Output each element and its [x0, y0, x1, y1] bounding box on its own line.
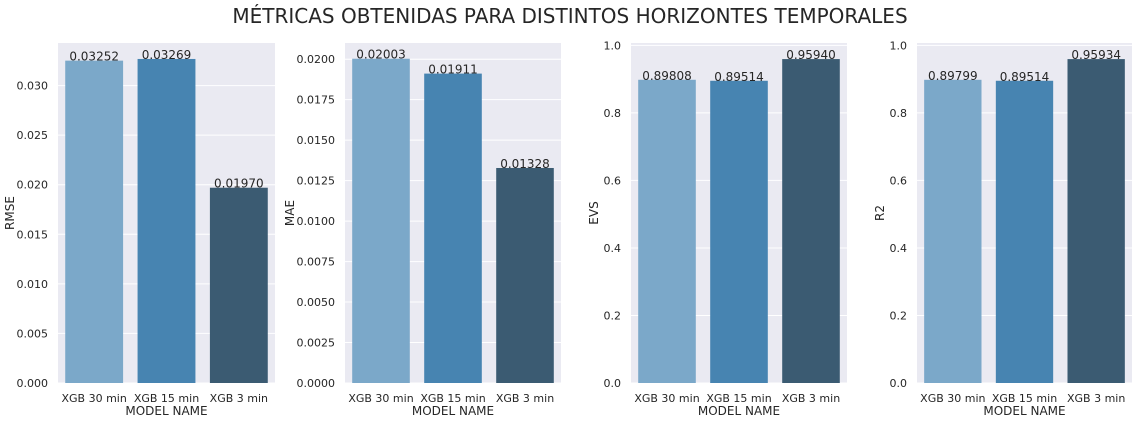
bar — [209, 187, 268, 383]
x-tick-label: XGB 15 min — [134, 392, 199, 405]
bar-value-label: 0.95934 — [1071, 48, 1121, 62]
x-axis-label: MODEL NAME — [412, 404, 494, 418]
y-tick-label: 0.0125 — [297, 175, 336, 188]
x-tick-label: XGB 15 min — [706, 392, 771, 405]
y-tick-label: 0.025 — [17, 129, 49, 142]
y-tick-label: 0.6 — [890, 174, 908, 187]
x-axis-label: MODEL NAME — [698, 404, 780, 418]
x-tick-label: XGB 30 min — [634, 392, 699, 405]
y-tick-label: 1.0 — [890, 39, 908, 52]
x-tick-label: XGB 30 min — [61, 392, 126, 405]
y-tick-label: 0.0200 — [297, 53, 336, 66]
x-tick-label: XGB 3 min — [210, 392, 268, 405]
y-tick-label: 0.8 — [604, 107, 622, 120]
y-tick-label: 0.0 — [890, 377, 908, 390]
y-tick-label: 0.030 — [17, 80, 49, 93]
bar — [638, 79, 696, 383]
bar-value-label: 0.89808 — [642, 69, 692, 83]
y-axis-label: EVS — [587, 201, 601, 224]
bar — [1067, 59, 1125, 383]
chart-panel-r2: 0.0 0.2 0.4 0.6 0.8 1.0 0.89799 XGB 30 min 0.895… — [873, 39, 1132, 418]
y-tick-label: 0.0025 — [297, 337, 336, 350]
chart-panel-evs: 0.0 0.2 0.4 0.6 0.8 1.0 0.89808 XGB 30 min 0.895… — [587, 39, 847, 418]
y-tick-label: 0.4 — [604, 242, 622, 255]
y-tick-label: 0.005 — [17, 327, 49, 340]
bar-value-label: 0.95940 — [786, 48, 836, 62]
bar-value-label: 0.03252 — [69, 50, 119, 64]
x-axis-label: MODEL NAME — [983, 404, 1065, 418]
bar — [782, 59, 840, 383]
y-axis-label: RMSE — [3, 196, 17, 230]
y-tick-label: 0.010 — [17, 278, 49, 291]
y-tick-label: 0.2 — [604, 309, 622, 322]
bar — [137, 58, 196, 384]
bar-value-label: 0.89514 — [1000, 70, 1050, 84]
y-tick-label: 0.0100 — [297, 215, 336, 228]
y-tick-label: 0.020 — [17, 179, 49, 192]
x-tick-label: XGB 3 min — [1067, 392, 1125, 405]
y-axis-label: MAE — [283, 200, 297, 226]
y-tick-label: 0.0150 — [297, 134, 336, 147]
y-tick-label: 0.4 — [890, 242, 908, 255]
bar — [710, 80, 768, 384]
y-tick-label: 0.8 — [890, 107, 908, 120]
x-tick-label: XGB 15 min — [992, 392, 1057, 405]
bar-value-label: 0.89514 — [714, 70, 764, 84]
bar-value-label: 0.01970 — [214, 177, 264, 191]
chart-panel-mae: 0.0000 0.0025 0.0050 0.0075 0.0100 0.0125 0.01… — [283, 43, 561, 418]
y-tick-label: 0.0075 — [297, 256, 336, 269]
y-tick-label: 0.015 — [17, 228, 49, 241]
y-tick-label: 0.000 — [17, 377, 49, 390]
bar — [424, 73, 482, 383]
x-tick-label: XGB 3 min — [782, 392, 840, 405]
figure-title: MÉTRICAS OBTENIDAS PARA DISTINTOS HORIZO… — [232, 4, 908, 28]
x-tick-label: XGB 30 min — [348, 392, 413, 405]
y-tick-label: 0.6 — [604, 174, 622, 187]
bar — [352, 58, 410, 383]
bar-value-label: 0.02003 — [356, 48, 406, 62]
bar — [496, 167, 554, 383]
chart-panel-rmse: 0.000 0.005 0.010 0.015 0.020 0.025 0.030 0.032… — [3, 43, 275, 418]
bar — [65, 60, 124, 383]
y-tick-label: 0.0 — [604, 377, 622, 390]
y-tick-label: 0.0050 — [297, 296, 336, 309]
y-axis-label: R2 — [873, 205, 887, 221]
bar-value-label: 0.89799 — [928, 69, 978, 83]
x-tick-label: XGB 30 min — [920, 392, 985, 405]
bar — [995, 80, 1054, 384]
y-tick-label: 0.0000 — [297, 377, 336, 390]
bar-value-label: 0.01911 — [428, 63, 478, 77]
x-axis-label: MODEL NAME — [125, 404, 207, 418]
y-tick-label: 0.0175 — [297, 94, 336, 107]
x-tick-label: XGB 15 min — [420, 392, 485, 405]
bar — [924, 79, 982, 384]
x-tick-label: XGB 3 min — [496, 392, 554, 405]
y-tick-label: 0.2 — [890, 309, 908, 322]
bar-value-label: 0.01328 — [500, 157, 550, 171]
y-tick-label: 1.0 — [604, 39, 622, 52]
bar-value-label: 0.03269 — [142, 48, 192, 62]
